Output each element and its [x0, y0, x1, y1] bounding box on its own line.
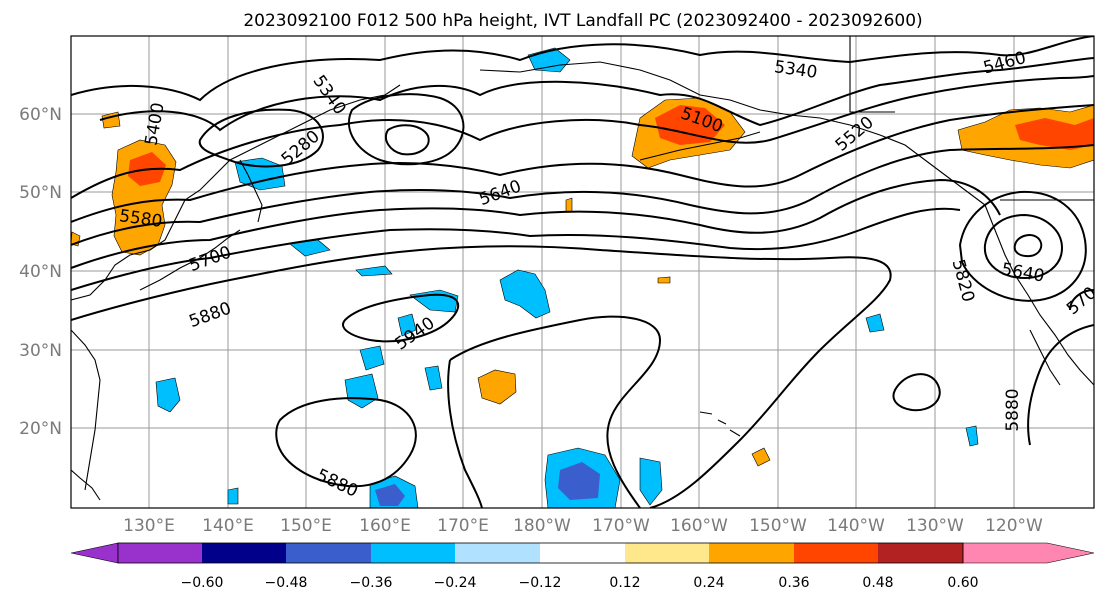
ivt-negative-region-core: [558, 462, 600, 500]
ivt-negative-region: [965, 425, 979, 447]
height-contour: [342, 293, 460, 343]
coastlines: [71, 36, 1094, 501]
lon-label: 130°E: [123, 516, 175, 536]
height-contour: [1027, 289, 1094, 446]
ivt-negative-region: [359, 345, 385, 371]
colorbar-tick-label: 0.24: [693, 575, 724, 591]
ivt-negative-region: [639, 457, 663, 506]
colorbar-segment: [625, 543, 709, 563]
lon-label: 120°W: [985, 516, 1043, 536]
colorbar-tick-label: −0.24: [434, 575, 477, 591]
lon-label: 170°E: [437, 516, 489, 536]
lon-label: 170°W: [592, 516, 650, 536]
height-contour: [384, 124, 430, 156]
height-contour: [71, 104, 1094, 223]
colorbar-segment: [371, 543, 455, 563]
ivt-positive-region-core: [655, 105, 725, 145]
ivt-positive-region: [657, 276, 671, 284]
colorbar-segment: [286, 543, 371, 563]
height-contour: [71, 245, 892, 508]
ivt-positive-region-core: [1015, 118, 1094, 150]
colorbar-segment: [455, 543, 540, 563]
coastline-alaska: [479, 61, 986, 206]
colorbar-tick-label: −0.48: [265, 575, 308, 591]
coastline-hawaii: [699, 411, 741, 437]
lat-label: 50°N: [19, 183, 62, 203]
ivt-negative-region: [155, 377, 181, 413]
height-contour: [71, 36, 1094, 102]
colorbar-extend-max: [962, 542, 1095, 564]
colorbar-tick-label: −0.60: [181, 575, 224, 591]
lon-label: 140°E: [202, 516, 254, 536]
colorbar-tick-label: −0.12: [519, 575, 562, 591]
colorbar-segment: [202, 543, 286, 563]
height-contour: [71, 144, 1094, 246]
colorbar-tick-label: 0.48: [862, 575, 893, 591]
lat-label: 30°N: [19, 341, 62, 361]
contour-label: 5880: [1003, 388, 1023, 431]
colorbar-labels: −0.60 −0.48 −0.36 −0.24 −0.12 0.12 0.24 …: [181, 575, 979, 591]
lat-label: 20°N: [19, 419, 62, 439]
coastline-kamchatka: [239, 159, 263, 223]
lon-label: 150°W: [749, 516, 807, 536]
lon-label: 160°W: [670, 516, 728, 536]
height-contour: [198, 108, 324, 168]
ivt-positive-region: [751, 447, 771, 467]
coastline-aleutians: [639, 131, 761, 161]
height-contour: [1013, 234, 1043, 258]
height-contour: [447, 315, 662, 508]
colorbar-segment: [878, 543, 963, 563]
lon-label: 160°E: [359, 516, 411, 536]
lon-label: 180°W: [513, 516, 571, 536]
colorbar-tick-label: 0.36: [778, 575, 809, 591]
map-background: [71, 36, 1094, 508]
height-contour: [958, 190, 1087, 302]
ivt-negative-region: [499, 269, 551, 319]
colorbar-segment: [118, 543, 202, 563]
ivt-negative-region: [865, 313, 885, 333]
colorbar-outline: [117, 542, 964, 564]
ivt-negative-regions: [155, 47, 979, 508]
colorbar-tick-label: −0.36: [350, 575, 393, 591]
coastline-north-america: [984, 204, 1094, 386]
lon-label: 140°W: [827, 516, 885, 536]
ivt-negative-region: [355, 265, 393, 277]
height-contour: [71, 207, 961, 291]
coastline-japan: [139, 229, 241, 291]
ivt-negative-region-core: [375, 484, 405, 506]
colorbar: [70, 542, 1095, 564]
lon-label: 150°E: [280, 516, 332, 536]
ivt-negative-region: [227, 487, 239, 505]
colorbar-segment: [794, 543, 878, 563]
colorbar-segment: [709, 543, 794, 563]
colorbar-tick-label: 0.12: [609, 575, 640, 591]
colorbar-extend-min: [70, 542, 119, 564]
coastline-china: [71, 329, 101, 491]
figure-title: 2023092100 F012 500 hPa height, IVT Land…: [243, 11, 922, 31]
lat-label: 40°N: [19, 262, 62, 282]
height-contour: [71, 178, 1001, 269]
height-contour: [347, 93, 465, 166]
ivt-positive-regions: [71, 97, 1094, 467]
map-panel: 5400 5340 5280 5580 5700 5880 5940 5880 …: [19, 35, 1095, 536]
coastline-asia: [71, 84, 401, 301]
ivt-negative-region: [424, 365, 443, 391]
colorbar-segment: [540, 543, 625, 563]
map-frame: [70, 35, 1095, 509]
ivt-negative-region: [397, 313, 417, 337]
latitude-labels: 60°N 50°N 40°N 30°N 20°N: [19, 105, 62, 439]
ivt-positive-region: [477, 369, 517, 405]
colorbar-tick-label: 0.60: [947, 575, 978, 591]
ivt-positive-region: [565, 197, 573, 213]
height-contours: [71, 36, 1094, 508]
height-contour: [892, 373, 941, 412]
lat-label: 60°N: [19, 105, 62, 125]
height-contour: [275, 397, 417, 488]
coastline-philippines: [71, 469, 101, 501]
height-contour: [983, 213, 1064, 280]
lon-label: 130°W: [906, 516, 964, 536]
height-contour: [71, 75, 1094, 199]
longitude-labels: 130°E 140°E 150°E 160°E 170°E 180°W 170°…: [123, 516, 1043, 536]
